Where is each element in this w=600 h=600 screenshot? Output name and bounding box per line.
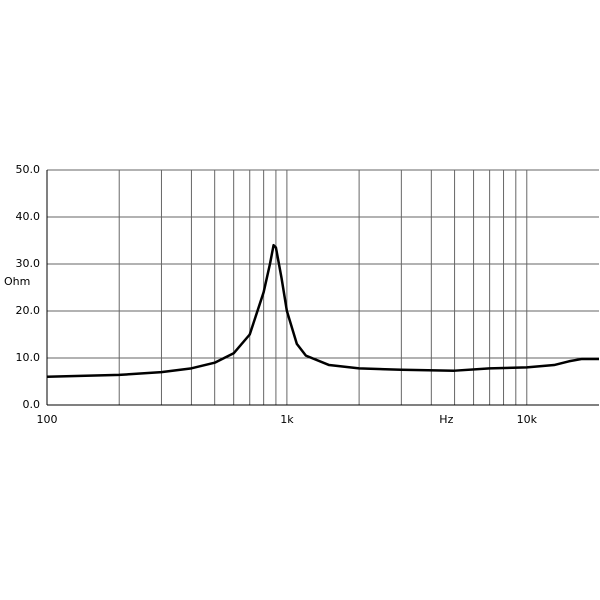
y-tick-label: 50.0 <box>16 163 41 176</box>
data-line <box>46 243 599 379</box>
y-axis-label: Ohm <box>4 275 30 288</box>
y-tick-label: 20.0 <box>16 304 41 317</box>
y-tick-label: 0.0 <box>23 398 41 411</box>
y-tick-label: 40.0 <box>16 210 41 223</box>
y-tick-label: 10.0 <box>16 351 41 364</box>
x-tick-label: 100 <box>37 413 58 426</box>
x-tick-label: 10k <box>517 413 538 426</box>
y-tick-label: 30.0 <box>16 257 41 270</box>
x-tick-label: 1k <box>280 413 294 426</box>
x-axis-label: Hz <box>439 413 453 426</box>
